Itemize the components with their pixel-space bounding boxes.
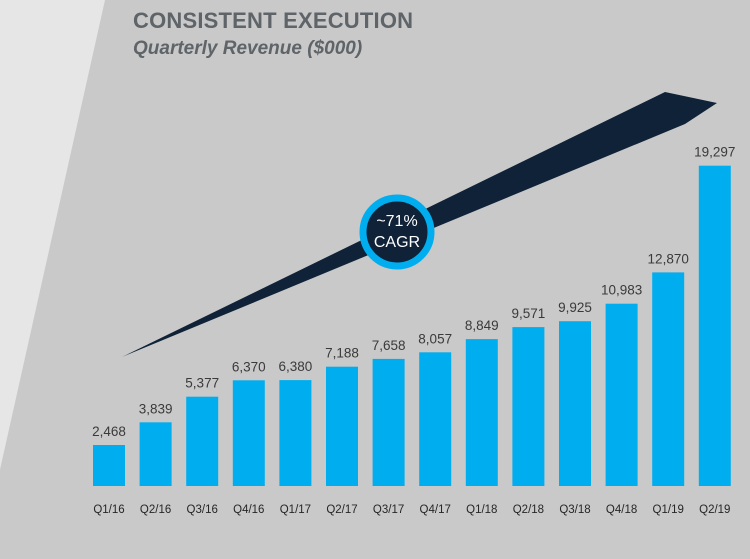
bar-q1-18 — [465, 339, 498, 486]
bars-group — [93, 165, 731, 486]
x-tick-label: Q4/16 — [233, 504, 264, 516]
bar-value-label: 7,658 — [372, 338, 406, 353]
bar-q3-17 — [372, 358, 405, 486]
bar-q2-19 — [698, 165, 731, 486]
bar-q2-16 — [139, 422, 172, 486]
x-tick-label: Q3/16 — [187, 504, 218, 516]
bar-value-label: 6,370 — [232, 359, 266, 374]
bar-q4-18 — [605, 303, 638, 486]
bar-q4-17 — [419, 352, 452, 486]
bar-value-label: 9,571 — [512, 306, 546, 321]
bar-value-label: 19,297 — [694, 145, 735, 160]
x-tick-label: Q1/16 — [93, 504, 124, 516]
bar-value-label: 7,188 — [325, 346, 359, 361]
x-tick-label: Q3/18 — [559, 504, 590, 516]
x-tick-label: Q1/18 — [466, 504, 497, 516]
bar-value-label: 12,870 — [648, 251, 689, 266]
bar-q4-16 — [232, 380, 265, 486]
x-tick-label: Q2/19 — [699, 504, 730, 516]
bar-q2-18 — [512, 327, 545, 486]
x-tick-label: Q2/16 — [140, 504, 171, 516]
x-tick-label: Q4/18 — [606, 504, 637, 516]
bar-value-label: 3,839 — [139, 401, 173, 416]
x-tick-label: Q3/17 — [373, 504, 404, 516]
page-subtitle: Quarterly Revenue ($000) — [133, 38, 363, 59]
bar-q2-17 — [326, 366, 358, 486]
bar-value-label: 10,983 — [601, 283, 642, 298]
x-tick-label: Q2/17 — [326, 504, 357, 516]
cagr-badge-line2: CAGR — [374, 234, 420, 251]
bar-q1-17 — [279, 380, 312, 486]
bar-value-label: 9,925 — [558, 300, 592, 315]
bar-value-label: 8,849 — [465, 318, 499, 333]
bar-q1-19 — [652, 272, 685, 486]
x-tick-label: Q4/17 — [420, 504, 451, 516]
x-tick-label: Q1/17 — [280, 504, 311, 516]
x-axis-tick-labels: Q1/16 Q2/16 Q3/16 Q4/16 Q1/17 Q2/17 Q3/17 Q4/17… — [93, 504, 730, 516]
bar-value-label: 5,377 — [185, 376, 219, 391]
value-labels-group: 2,468 3,839 5,377 6,370 6,380 7,188 7,658 8,057… — [92, 145, 735, 439]
bar-q3-16 — [186, 396, 219, 486]
cagr-badge: ~71% CAGR — [359, 194, 435, 270]
cagr-badge-line1: ~71% — [376, 213, 417, 230]
cagr-badge-circle — [359, 194, 435, 270]
bar-q3-18 — [559, 321, 591, 486]
x-tick-label: Q2/18 — [513, 504, 544, 516]
bar-value-label: 2,468 — [92, 424, 126, 439]
bar-value-label: 6,380 — [279, 359, 313, 374]
bar-q1-16 — [93, 445, 125, 486]
x-tick-label: Q1/19 — [653, 504, 684, 516]
page-title: CONSISTENT EXECUTION — [133, 8, 414, 33]
bar-value-label: 8,057 — [418, 331, 452, 346]
